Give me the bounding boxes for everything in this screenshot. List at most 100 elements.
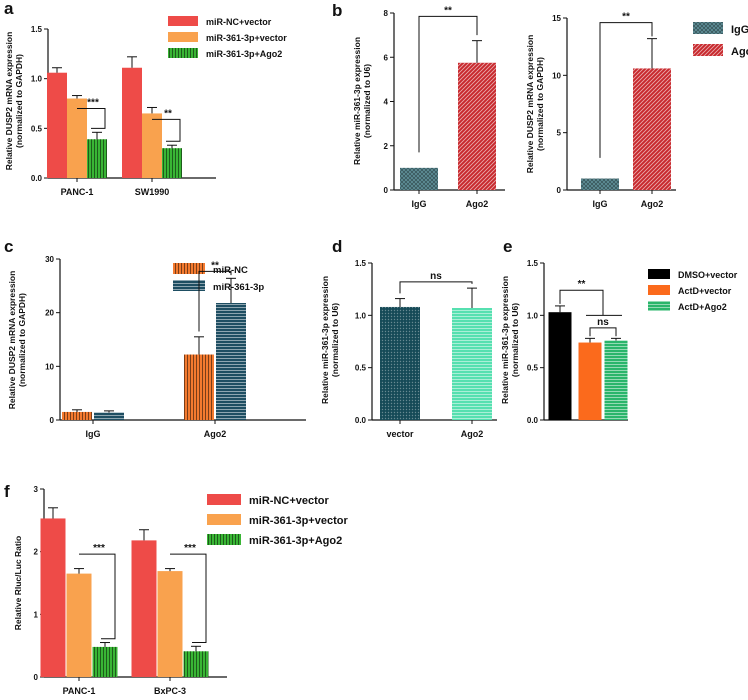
b2-legend-swatch-pattern [693, 44, 723, 56]
b-ytick-label: 2 [384, 142, 389, 151]
c-legend-swatch-pattern [173, 280, 205, 291]
a-sig-label: *** [87, 97, 99, 108]
d-ytick-label: 1.0 [355, 311, 367, 320]
d-ylabel-line: (normalized to U6) [330, 303, 340, 377]
e-ylabel: Relative miR-361-3p expression (normalize… [500, 276, 520, 404]
chart-b: 0 2 4 6 8 Relative miR-361-3p expression (norm… [352, 5, 505, 209]
e-ylabel-line: Relative miR-361-3p expression [500, 276, 510, 404]
f-ytick-label: 2 [34, 548, 39, 557]
chart-a: 0.0 0.5 1.0 1.5 Relative DUSP2 mRNA expressi… [4, 16, 287, 197]
e-ytick-label: 1.5 [527, 259, 539, 268]
b-ytick-label: 4 [384, 98, 389, 107]
a-bar-0-1 [67, 98, 87, 178]
c-legend-label: miR-NC [213, 265, 248, 276]
c-ylabel-line: (normalized to GAPDH) [17, 293, 27, 387]
c-ytick-label: 0 [50, 416, 55, 425]
c-sig-label: ** [211, 260, 219, 271]
a-ytick-label: 0.5 [31, 124, 43, 133]
b2-bar-1-pattern [633, 68, 671, 190]
a-legend-swatch [168, 16, 198, 26]
c-ytick-label: 20 [45, 309, 54, 318]
c-ytick-label: 30 [45, 255, 54, 264]
b2-ylabel: Relative DUSP2 mRNA expression (normalize… [525, 35, 545, 174]
b-ytick-label: 6 [384, 53, 389, 62]
a-xtick-label: PANC-1 [61, 187, 94, 197]
a-legend-label: miR-361-3p+vector [206, 33, 287, 43]
b2-ylabel-line: Relative DUSP2 mRNA expression [525, 35, 535, 174]
a-sig-bracket [152, 118, 181, 142]
chart-c: 0 10 20 30 Relative DUSP2 mRNA expression (no… [7, 255, 306, 439]
f-ylabel: Relative Rluc/Luc Ratio [13, 536, 23, 630]
c-bar-1-1-pattern [216, 303, 246, 420]
a-ylabel: Relative DUSP2 mRNA expression (normalize… [4, 32, 24, 171]
b-xtick-label: Ago2 [466, 199, 489, 209]
d-ytick-label: 0.5 [355, 364, 367, 373]
b-sig-label: ** [444, 5, 452, 16]
e-legend-label: ActD+vector [678, 286, 732, 296]
chart-f: 0 1 2 3 Relative Rluc/Luc Ratio PANC-1 BxPC-3 m… [13, 485, 348, 696]
f-ylabel-line: Relative Rluc/Luc Ratio [13, 536, 23, 630]
e-legend-swatch-pattern [648, 301, 670, 311]
a-ytick-label: 1.5 [31, 25, 43, 34]
c-legend-label: miR-361-3p [213, 282, 264, 293]
f-ytick-label: 0 [34, 673, 39, 682]
b2-legend-label: Ago2 [731, 46, 748, 58]
e-legend-swatch [648, 285, 670, 295]
f-legend-label: miR-361-3p+vector [249, 515, 348, 527]
c-ylabel: Relative DUSP2 mRNA expression (normalize… [7, 271, 27, 410]
f-sig-label: *** [93, 543, 105, 554]
f-ytick-label: 1 [34, 610, 39, 619]
f-bar-0-2-pattern [92, 646, 118, 677]
c-bar-1-0-pattern [184, 354, 214, 420]
e-ytick-label: 0.5 [527, 364, 539, 373]
c-ylabel-line: Relative DUSP2 mRNA expression [7, 271, 17, 410]
c-xtick-label: IgG [86, 429, 101, 439]
d-ytick-label: 1.5 [355, 259, 367, 268]
panel-letter-d: d [332, 237, 342, 256]
panel-letter-f: f [4, 482, 10, 501]
f-ytick-label: 3 [34, 485, 39, 494]
a-bar-0-0 [47, 72, 67, 178]
c-sig-bracket [198, 270, 232, 332]
a-legend-label: miR-NC+vector [206, 17, 272, 27]
panel-letter-c: c [4, 237, 13, 256]
b2-ytick-label: 15 [552, 14, 561, 23]
b2-sig-label: ** [622, 12, 630, 23]
a-legend-label: miR-361-3p+Ago2 [206, 49, 282, 59]
b-sig-bracket [418, 15, 478, 153]
d-xtick-label: Ago2 [461, 429, 484, 439]
a-bar-1-0 [122, 67, 142, 178]
b2-bar-0-pattern [581, 178, 619, 190]
b-ylabel-line: (normalized to U6) [362, 64, 372, 138]
d-ytick-label: 0.0 [355, 416, 367, 425]
e-sig-label: ns [597, 317, 609, 328]
b2-ylabel-line: (normalized to GAPDH) [535, 57, 545, 151]
a-ytick-label: 0.0 [31, 174, 43, 183]
f-legend-label: miR-NC+vector [249, 495, 329, 507]
d-bar-1-pattern [452, 308, 492, 420]
e-ylabel-line: (normalized to U6) [510, 303, 520, 377]
f-sig-label: *** [184, 543, 196, 554]
chart-b2: 0 5 10 15 Relative DUSP2 mRNA expression (nor… [525, 12, 748, 209]
f-legend-swatch-pattern [207, 534, 241, 545]
f-legend-swatch [207, 494, 241, 505]
f-bar-0-1 [66, 573, 92, 677]
chart-d: 0.0 0.5 1.0 1.5 Relative miR-361-3p expressi… [320, 259, 497, 439]
a-ytick-label: 1.0 [31, 75, 43, 84]
c-xtick-label: Ago2 [204, 429, 227, 439]
chart-e: 0.0 0.5 1.0 1.5 Relative miR-361-3p expressi… [500, 259, 738, 425]
panel-letter-e: e [503, 237, 512, 256]
f-bar-1-1 [157, 571, 183, 677]
a-ylabel-line: (normalized to GAPDH) [14, 54, 24, 148]
c-legend-swatch-pattern [173, 263, 205, 274]
a-bar-0-2-pattern [87, 139, 107, 178]
b-ytick-label: 8 [384, 9, 389, 18]
f-bar-1-2-pattern [183, 651, 209, 677]
b2-legend-swatch-pattern [693, 22, 723, 34]
d-ylabel-line: Relative miR-361-3p expression [320, 276, 330, 404]
e-ytick-label: 0.0 [527, 416, 539, 425]
f-xtick-label: BxPC-3 [154, 686, 186, 695]
f-sig-bracket [79, 553, 116, 640]
c-bar-0-0-pattern [62, 411, 92, 420]
f-bar-1-0 [131, 540, 157, 677]
